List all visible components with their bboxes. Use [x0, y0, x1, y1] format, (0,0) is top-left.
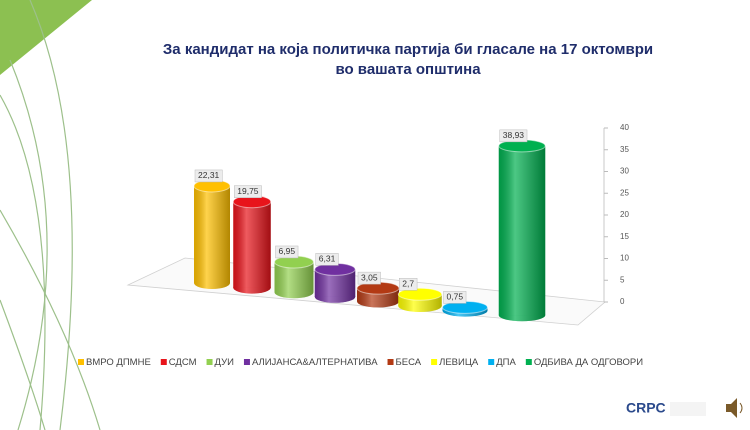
legend-swatch — [78, 359, 84, 365]
bar-shade — [233, 201, 271, 288]
legend-label: ЛЕВИЦА — [439, 357, 479, 368]
legend-swatch — [525, 359, 532, 365]
decoration — [0, 0, 101, 430]
y-tick-label: 40 — [620, 123, 629, 132]
legend-swatch — [488, 359, 495, 365]
legend-swatch — [431, 359, 438, 365]
value-label: 6,31 — [319, 254, 336, 264]
logo-text: CRPC — [626, 400, 666, 416]
value-label: 19,75 — [237, 186, 259, 196]
legend-swatch — [387, 359, 394, 365]
legend-label: ДПА — [496, 357, 516, 368]
legend-swatch — [160, 359, 167, 365]
value-label-box — [357, 271, 381, 285]
legend: ВМРО ДПМНЕ СДСМ ДУИ АЛИЈАНСА&АЛТЕРНАТИВА БЕС… — [78, 357, 643, 368]
chart-title: За кандидат на која политичка партија би… — [163, 41, 653, 58]
legend-label: ВМРО ДПМНЕ — [86, 357, 151, 368]
value-label-box — [234, 185, 262, 198]
value-label-box — [443, 291, 467, 304]
value-label: 2,7 — [402, 279, 414, 289]
chart-title: во вашата општина — [335, 61, 481, 78]
y-tick-label: 5 — [620, 275, 625, 284]
value-label: 6,95 — [279, 246, 296, 256]
value-label: 38,93 — [503, 130, 525, 140]
speaker-icon[interactable] — [726, 398, 743, 418]
y-tick-label: 10 — [620, 254, 629, 263]
plot: 0 5 10 15 20 25 30 35 40 22,31 19,75 6,95 6,31 3,05 2,… — [193, 123, 629, 322]
value-label-box — [194, 169, 223, 183]
legend-label: АЛИЈАНСА&АЛТЕРНАТИВА — [252, 357, 378, 368]
value-label: 22,31 — [198, 170, 220, 180]
legend-label: СДСМ — [169, 357, 197, 368]
legend-label: ДУИ — [215, 357, 235, 368]
value-label: 0,75 — [447, 292, 464, 302]
y-tick-label: 20 — [620, 210, 629, 219]
y-tick-label: 35 — [620, 145, 629, 154]
legend-swatch — [206, 359, 213, 365]
y-tick-label: 30 — [620, 167, 629, 176]
bar-shade — [194, 185, 230, 283]
value-label-box — [275, 245, 299, 259]
value-label-box — [499, 129, 528, 143]
bar-top — [397, 287, 443, 301]
value-label-box — [399, 278, 418, 291]
legend-swatch — [243, 359, 250, 365]
value-label: 3,05 — [361, 272, 378, 282]
logo-box — [670, 402, 706, 416]
y-tick-label: 25 — [620, 188, 629, 197]
bar-shade — [498, 145, 546, 316]
legend-label: БЕСА — [396, 357, 422, 368]
value-label-box — [315, 253, 339, 266]
y-tick-label: 15 — [620, 232, 629, 241]
legend-label: ОДБИВА ДА ОДГОВОРИ — [534, 357, 643, 368]
y-tick-label: 0 — [620, 297, 625, 306]
logo: CRPC — [626, 400, 706, 416]
